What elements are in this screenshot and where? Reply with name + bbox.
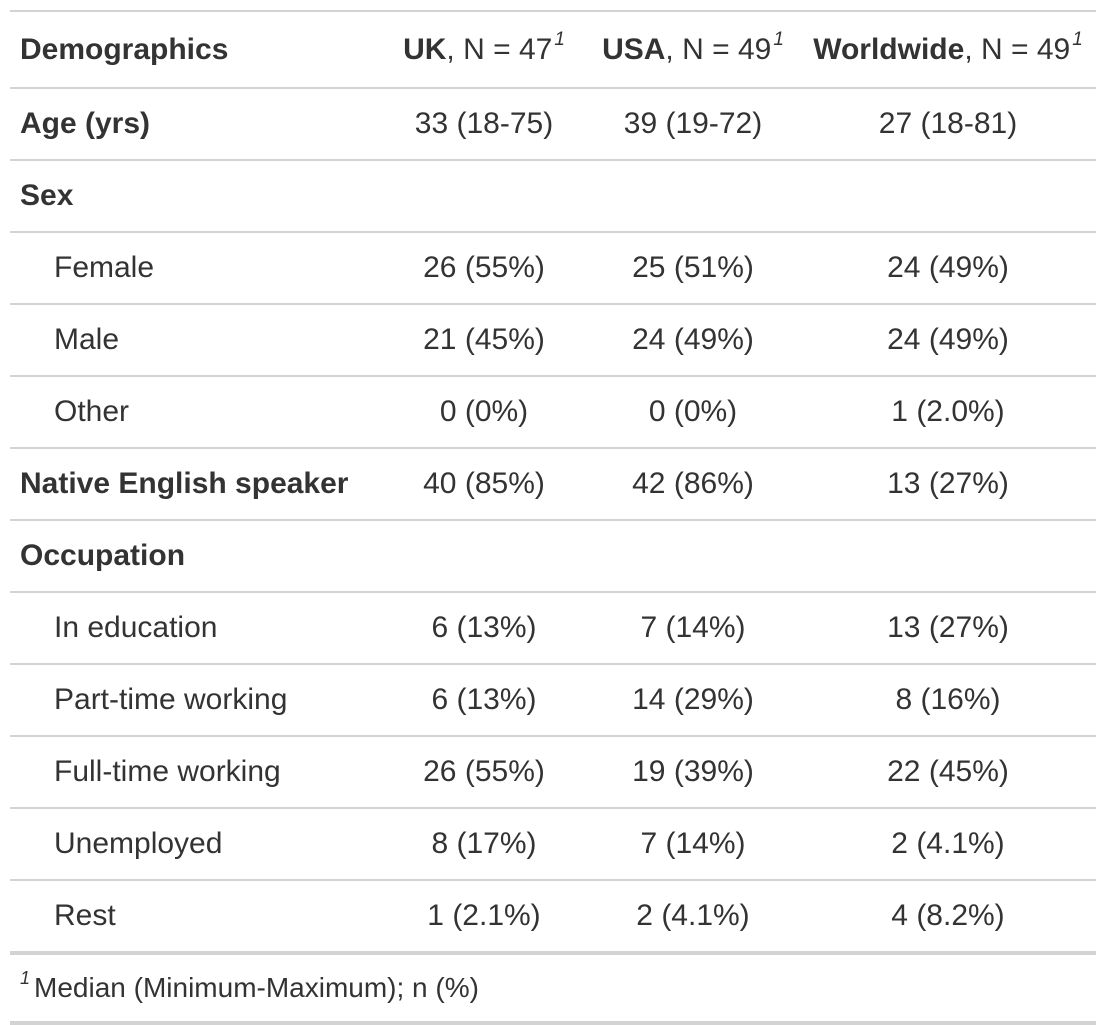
cell-worldwide [800,160,1096,233]
table-row: Male 21 (45%) 24 (49%) 24 (49%) [10,304,1096,377]
row-label: Unemployed [10,808,382,881]
header-row: Demographics UK, N = 47 1 USA, N = 49 1 Wo… [10,12,1096,89]
cell-uk: 21 (45%) [382,304,586,377]
cell-uk: 26 (55%) [382,232,586,305]
cell-usa [586,160,800,233]
footnote-text: Median (Minimum-Maximum); n (%) [34,972,479,1003]
table-row: Native English speaker 40 (85%) 42 (86%) 13… [10,448,1096,521]
table-row: In education 6 (13%) 7 (14%) 13 (27%) [10,592,1096,665]
cell-uk: 33 (18-75) [382,88,586,161]
cell-uk: 8 (17%) [382,808,586,881]
header-usa-name: USA [602,32,666,66]
cell-usa: 25 (51%) [586,232,800,305]
row-label: Part-time working [10,664,382,737]
table-row: Unemployed 8 (17%) 7 (14%) 2 (4.1%) [10,808,1096,881]
table-body: Age (yrs) 33 (18-75) 39 (19-72) 27 (18-81) S… [10,88,1096,955]
cell-uk: 0 (0%) [382,376,586,449]
cell-uk [382,160,586,233]
demographics-table-container: Demographics UK, N = 47 1 USA, N = 49 1 Wo… [10,10,1096,1025]
cell-worldwide: 13 (27%) [800,448,1096,521]
row-label: Other [10,376,382,449]
row-label: In education [10,592,382,665]
row-label: Rest [10,880,382,955]
table-row: Full-time working 26 (55%) 19 (39%) 22 (45%… [10,736,1096,809]
header-worldwide-footnote-mark: 1 [1072,28,1083,50]
cell-worldwide: 4 (8.2%) [800,880,1096,955]
footnote: 1 Median (Minimum-Maximum); n (%) [10,953,1096,1025]
cell-worldwide: 22 (45%) [800,736,1096,809]
cell-uk: 40 (85%) [382,448,586,521]
cell-worldwide: 1 (2.0%) [800,376,1096,449]
row-label: Native English speaker [10,448,382,521]
row-label: Full-time working [10,736,382,809]
header-usa: USA, N = 49 1 [586,12,800,89]
cell-usa: 14 (29%) [586,664,800,737]
table-row: Other 0 (0%) 0 (0%) 1 (2.0%) [10,376,1096,449]
row-label: Sex [10,160,382,233]
footnote-row: 1 Median (Minimum-Maximum); n (%) [10,953,1096,1025]
footnote-mark: 1 [20,968,31,988]
cell-usa: 39 (19-72) [586,88,800,161]
cell-usa: 24 (49%) [586,304,800,377]
header-worldwide: Worldwide, N = 49 1 [800,12,1096,89]
header-uk: UK, N = 47 1 [382,12,586,89]
demographics-table: Demographics UK, N = 47 1 USA, N = 49 1 Wo… [10,10,1096,1025]
header-label: Demographics [10,12,382,89]
cell-usa [586,520,800,593]
header-uk-n: , N = 47 [446,32,553,66]
row-label: Occupation [10,520,382,593]
header-worldwide-n: , N = 49 [964,32,1071,66]
table-row: Rest 1 (2.1%) 2 (4.1%) 4 (8.2%) [10,880,1096,955]
cell-worldwide: 24 (49%) [800,304,1096,377]
cell-worldwide: 8 (16%) [800,664,1096,737]
header-worldwide-name: Worldwide [813,32,965,66]
row-label: Female [10,232,382,305]
table-row: Part-time working 6 (13%) 14 (29%) 8 (16%) [10,664,1096,737]
table-header: Demographics UK, N = 47 1 USA, N = 49 1 Wo… [10,10,1096,89]
header-uk-name: UK [403,32,447,66]
cell-worldwide: 13 (27%) [800,592,1096,665]
cell-uk: 26 (55%) [382,736,586,809]
cell-worldwide: 27 (18-81) [800,88,1096,161]
cell-uk: 6 (13%) [382,664,586,737]
cell-worldwide: 24 (49%) [800,232,1096,305]
cell-usa: 42 (86%) [586,448,800,521]
cell-worldwide: 2 (4.1%) [800,808,1096,881]
row-label: Male [10,304,382,377]
cell-uk: 1 (2.1%) [382,880,586,955]
table-row: Age (yrs) 33 (18-75) 39 (19-72) 27 (18-81) [10,88,1096,161]
cell-uk [382,520,586,593]
cell-usa: 7 (14%) [586,592,800,665]
cell-usa: 7 (14%) [586,808,800,881]
table-row: Female 26 (55%) 25 (51%) 24 (49%) [10,232,1096,305]
table-row: Sex [10,160,1096,233]
row-label: Age (yrs) [10,88,382,161]
cell-usa: 0 (0%) [586,376,800,449]
cell-worldwide [800,520,1096,593]
table-footer: 1 Median (Minimum-Maximum); n (%) [10,953,1096,1025]
header-usa-footnote-mark: 1 [773,28,784,50]
header-usa-n: , N = 49 [665,32,772,66]
cell-uk: 6 (13%) [382,592,586,665]
table-row: Occupation [10,520,1096,593]
cell-usa: 2 (4.1%) [586,880,800,955]
header-uk-footnote-mark: 1 [554,28,565,50]
cell-usa: 19 (39%) [586,736,800,809]
